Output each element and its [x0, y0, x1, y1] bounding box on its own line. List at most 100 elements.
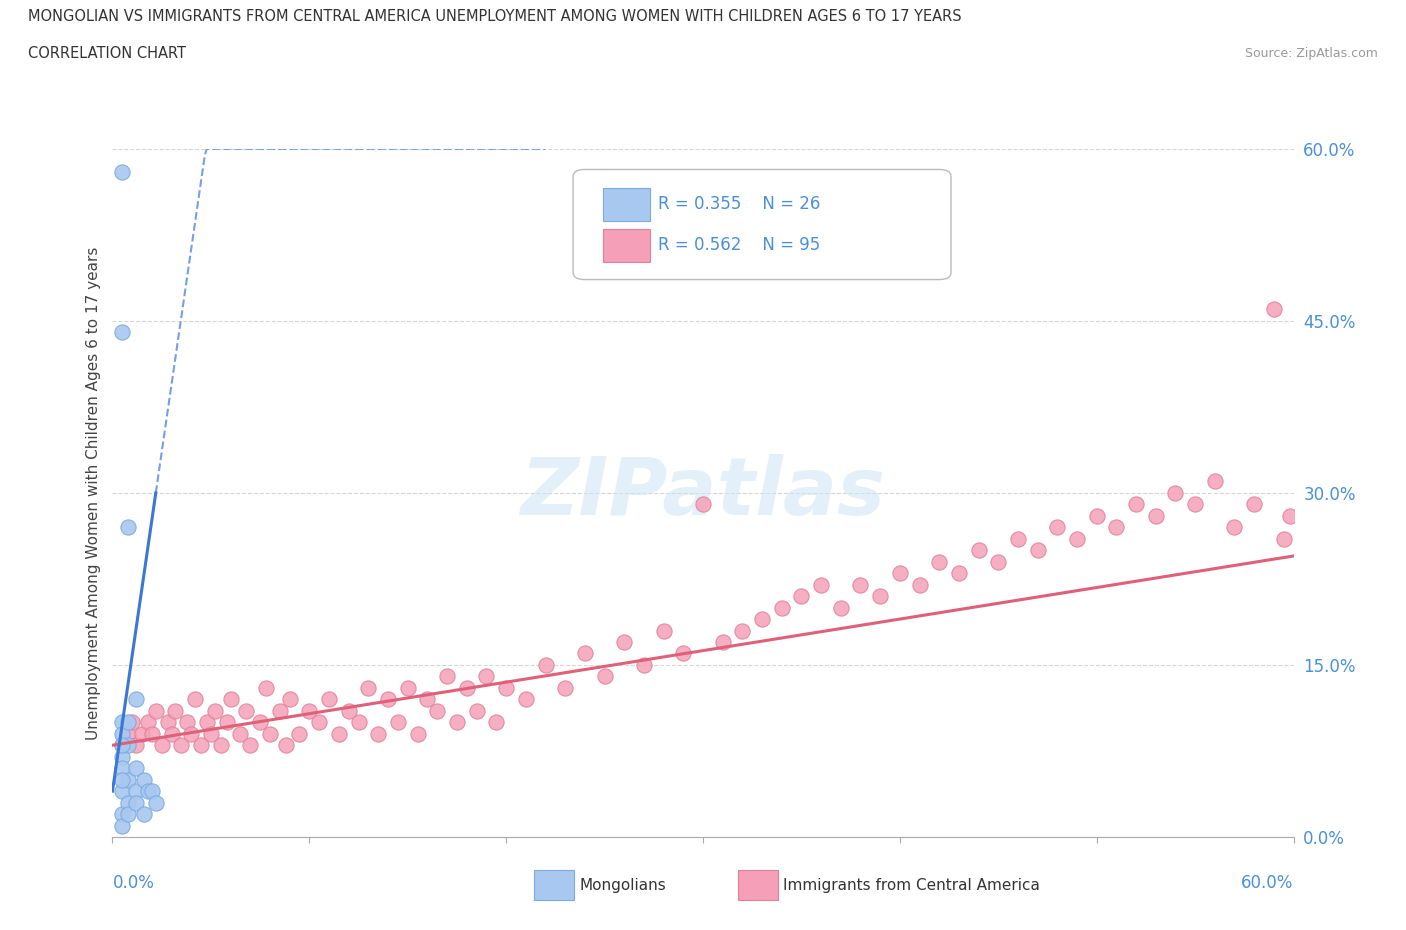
FancyBboxPatch shape	[574, 169, 950, 280]
Point	[889, 565, 911, 580]
Point	[180, 726, 202, 741]
Point	[485, 715, 508, 730]
Point	[692, 497, 714, 512]
Point	[125, 795, 148, 810]
Point	[111, 750, 134, 764]
Point	[1272, 531, 1295, 546]
Point	[121, 715, 143, 730]
Point	[1026, 543, 1049, 558]
Point	[436, 669, 458, 684]
Point	[337, 703, 360, 718]
Point	[170, 737, 193, 752]
Text: Source: ZipAtlas.com: Source: ZipAtlas.com	[1244, 46, 1378, 60]
Point	[141, 726, 163, 741]
Point	[426, 703, 449, 718]
Point	[111, 737, 134, 752]
Point	[141, 784, 163, 799]
Point	[131, 726, 153, 741]
Point	[751, 612, 773, 627]
Text: 0.0%: 0.0%	[112, 874, 155, 892]
Text: R = 0.562    N = 95: R = 0.562 N = 95	[658, 236, 820, 254]
Point	[117, 520, 139, 535]
Point	[288, 726, 311, 741]
Point	[1105, 520, 1128, 535]
Point	[1263, 302, 1285, 317]
Point	[111, 784, 134, 799]
Point	[176, 715, 198, 730]
Point	[308, 715, 330, 730]
Point	[274, 737, 297, 752]
Bar	[603, 188, 650, 221]
Point	[1184, 497, 1206, 512]
Bar	[603, 230, 650, 262]
Point	[554, 681, 576, 696]
Point	[111, 761, 134, 776]
Point	[219, 692, 242, 707]
Point	[377, 692, 399, 707]
Point	[475, 669, 498, 684]
Point	[465, 703, 488, 718]
Point	[1144, 509, 1167, 524]
Point	[111, 325, 134, 339]
Point	[456, 681, 478, 696]
Point	[111, 715, 134, 730]
Point	[534, 658, 557, 672]
Point	[254, 681, 277, 696]
Point	[125, 692, 148, 707]
Point	[136, 784, 159, 799]
Point	[111, 737, 134, 752]
Text: R = 0.355    N = 26: R = 0.355 N = 26	[658, 195, 821, 213]
Point	[1066, 531, 1088, 546]
Point	[711, 634, 734, 649]
Point	[184, 692, 207, 707]
Point	[239, 737, 262, 752]
Point	[125, 761, 148, 776]
Point	[347, 715, 370, 730]
Point	[136, 715, 159, 730]
Point	[200, 726, 222, 741]
Text: ZIPatlas: ZIPatlas	[520, 454, 886, 532]
Point	[132, 772, 155, 787]
Point	[367, 726, 389, 741]
Point	[117, 795, 139, 810]
Point	[1085, 509, 1108, 524]
Point	[132, 806, 155, 821]
Point	[117, 772, 139, 787]
Point	[1278, 509, 1301, 524]
Point	[830, 600, 852, 615]
Point	[1223, 520, 1246, 535]
Point	[195, 715, 218, 730]
Point	[117, 737, 139, 752]
Point	[117, 806, 139, 821]
Point	[1125, 497, 1147, 512]
Point	[278, 692, 301, 707]
Point	[1243, 497, 1265, 512]
Point	[810, 578, 832, 592]
Point	[357, 681, 380, 696]
Point	[160, 726, 183, 741]
Point	[928, 554, 950, 569]
Point	[593, 669, 616, 684]
Point	[869, 589, 891, 604]
Point	[328, 726, 350, 741]
Point	[190, 737, 212, 752]
Point	[770, 600, 793, 615]
Point	[495, 681, 517, 696]
Point	[396, 681, 419, 696]
Point	[515, 692, 537, 707]
Point	[574, 646, 596, 661]
Point	[298, 703, 321, 718]
Point	[235, 703, 257, 718]
Point	[406, 726, 429, 741]
Point	[1046, 520, 1069, 535]
Text: Mongolians: Mongolians	[579, 878, 666, 893]
Point	[204, 703, 226, 718]
Point	[416, 692, 439, 707]
Point	[111, 726, 134, 741]
Point	[948, 565, 970, 580]
Point	[967, 543, 990, 558]
Point	[249, 715, 271, 730]
Point	[790, 589, 813, 604]
Point	[165, 703, 187, 718]
Point	[111, 806, 134, 821]
